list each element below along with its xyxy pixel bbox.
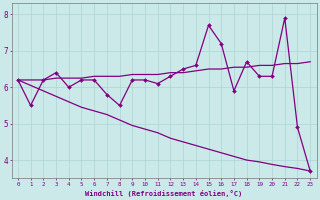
X-axis label: Windchill (Refroidissement éolien,°C): Windchill (Refroidissement éolien,°C) (85, 190, 243, 197)
